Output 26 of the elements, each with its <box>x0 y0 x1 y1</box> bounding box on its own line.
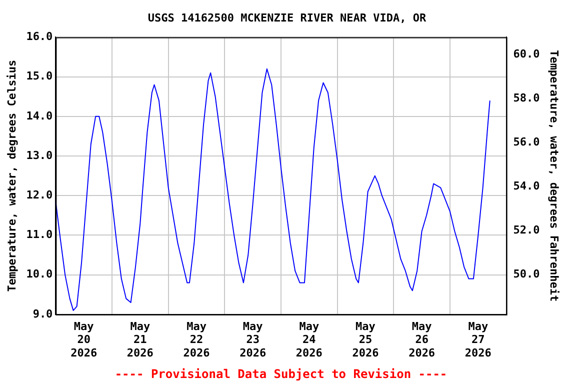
x-tick-label: May 21 2026 <box>126 320 154 360</box>
y-tick-label: 11.0 <box>26 228 53 242</box>
y2-tick-label: 54.0 <box>513 180 540 193</box>
y-tick-label: 14.0 <box>26 109 53 122</box>
y2-axis-title: Temperature, water, degrees Fahrenheit <box>548 50 561 302</box>
y-axis-title: Temperature, water, degrees Celsius <box>5 60 18 292</box>
y-tick-label: 10.0 <box>26 268 53 281</box>
x-tick-label: May 20 2026 <box>70 320 98 360</box>
y2-tick-label: 60.0 <box>513 48 540 61</box>
y-tick-label: 12.0 <box>26 188 53 202</box>
x-tick-label: May 27 2026 <box>464 320 492 360</box>
y2-tick-label: 58.0 <box>513 92 540 105</box>
x-tick-label: May 23 2026 <box>240 320 266 360</box>
x-tick-label: May 22 2026 <box>183 320 210 360</box>
chart-title: USGS 14162500 MCKENZIE RIVER NEAR VIDA, OR <box>148 11 426 24</box>
y-tick-label: 15.0 <box>26 70 53 83</box>
text: ---- Provisional Data Subject to Revision ---- <box>114 367 448 382</box>
y2-tick-label: 56.0 <box>513 136 540 149</box>
y-tick-label: 13.0 <box>26 148 53 162</box>
y2-tick-label: 50.0 <box>513 268 540 281</box>
x-tick-label: May 25 2026 <box>352 320 380 360</box>
y-tick-label: 9.0 <box>32 307 53 320</box>
y-tick-label: 16.0 <box>26 30 53 44</box>
y2-tick-label: 52.0 <box>513 224 540 237</box>
x-tick-label: May 26 2026 <box>408 320 436 360</box>
x-tick-label: May 24 2026 <box>296 320 323 360</box>
